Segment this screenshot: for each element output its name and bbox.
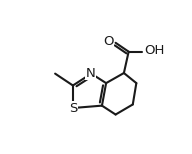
Text: S: S [69,101,77,115]
Text: N: N [86,67,96,79]
Text: O: O [103,35,114,48]
Text: OH: OH [144,44,164,57]
